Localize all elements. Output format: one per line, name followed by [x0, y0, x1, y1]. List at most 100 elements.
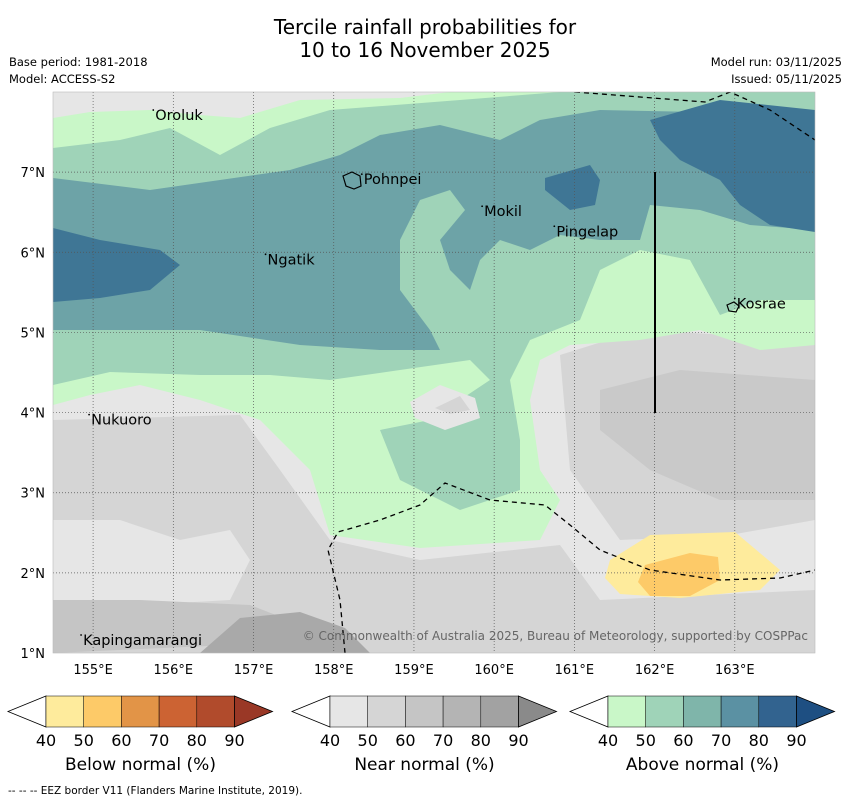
- colorbar-swatch: [367, 695, 406, 728]
- lat-tick-label: 5°N: [21, 326, 46, 341]
- colorbar-tick-label: 40: [320, 731, 340, 750]
- place-label: Kapingamarangi: [83, 633, 202, 649]
- above-normal-title: Above normal (%): [625, 755, 780, 775]
- colorbar-swatch: [480, 695, 519, 728]
- colorbar-tick-label: 80: [749, 731, 769, 750]
- below-normal-title: Below normal (%): [65, 755, 216, 775]
- colorbar-max-triangle: [234, 695, 274, 728]
- lon-tick-label: 163°E: [715, 663, 755, 678]
- place-label: Pingelap: [556, 224, 618, 240]
- place-marker: [264, 253, 267, 256]
- colorbar-tick-label: 60: [111, 731, 131, 750]
- model-text: Model: ACCESS-S2: [9, 72, 116, 86]
- colorbar-tick-label: 70: [149, 731, 169, 750]
- colorbar-tick-label: 40: [36, 731, 56, 750]
- colorbar-swatch: [683, 695, 722, 728]
- colorbar-min-triangle: [290, 695, 331, 728]
- colorbar-tick-label: 40: [598, 731, 618, 750]
- place-marker: [80, 634, 82, 636]
- lon-tick-label: 158°E: [314, 663, 354, 678]
- lon-tick-label: 161°E: [555, 663, 595, 678]
- place-label: Ngatik: [268, 252, 316, 268]
- lon-tick-label: 159°E: [394, 663, 434, 678]
- longitude-labels: 155°E 156°E 157°E 158°E 159°E 160°E 161°E 162°E…: [73, 663, 754, 678]
- colorbar-max-triangle: [518, 695, 558, 728]
- place-marker: [360, 173, 363, 176]
- colorbar-swatch: [405, 695, 444, 728]
- issued-text: Issued: 05/11/2025: [731, 72, 842, 86]
- colorbar-tick-label: 60: [395, 731, 415, 750]
- colorbar-tick-label: 90: [508, 731, 528, 750]
- lat-tick-label: 7°N: [21, 166, 46, 181]
- colorbar-swatch: [196, 695, 235, 728]
- above-normal-70-mid: [545, 165, 600, 210]
- colorbar-tick-label: 50: [74, 731, 94, 750]
- near-normal-title: Near normal (%): [354, 755, 495, 775]
- meta-right: Model run: 03/11/2025 Issued: 05/11/2025: [711, 54, 842, 88]
- place-label: Pohnpei: [364, 172, 422, 188]
- pohnpei-island-icon: [342, 171, 362, 190]
- probability-fields: [53, 92, 815, 653]
- eez-border: [327, 92, 815, 653]
- copyright-text: © Commonwealth of Australia 2025, Bureau…: [303, 629, 808, 643]
- colorbar-swatch: [83, 695, 122, 728]
- place-label: Mokil: [484, 204, 522, 220]
- map-title-line1: Tercile rainfall probabilities for: [273, 15, 577, 39]
- eez-footnote: -- -- -- EEZ border V11 (Flanders Marine…: [8, 785, 303, 797]
- lon-tick-label: 155°E: [73, 663, 113, 678]
- colorbar-tick-label: 80: [187, 731, 207, 750]
- below-normal-50-field: [638, 553, 720, 596]
- colorbar-swatch: [158, 695, 198, 728]
- model-run-text: Model run: 03/11/2025: [710, 55, 842, 69]
- above-normal-70-east: [650, 100, 815, 232]
- latitude-labels: 7°N 6°N 5°N 4°N 3°N 2°N 1°N: [21, 166, 46, 662]
- colorbar-swatch: [442, 695, 482, 728]
- lon-tick-label: 157°E: [234, 663, 274, 678]
- kosrae-island-icon: [726, 301, 740, 313]
- place-label: Kosrae: [737, 296, 786, 312]
- lat-tick-label: 1°N: [21, 647, 46, 662]
- near-normal-hole-inner: [435, 396, 470, 414]
- colorbar-max-triangle: [796, 695, 836, 728]
- lat-tick-label: 3°N: [21, 487, 46, 502]
- colorbar-min-triangle: [568, 695, 609, 728]
- colorbar-swatch: [329, 695, 368, 728]
- lat-tick-label: 4°N: [21, 407, 46, 422]
- lon-tick-label: 160°E: [474, 663, 514, 678]
- near-normal-40-patch: [53, 520, 250, 610]
- below-normal-colorbar: 40 50 60 70 80 90: [6, 695, 274, 750]
- meta-left: Base period: 1981-2018 Model: ACCESS-S2: [9, 54, 148, 88]
- base-period-text: Base period: 1981-2018: [9, 55, 148, 69]
- lat-tick-label: 2°N: [21, 567, 46, 582]
- near-normal-70-south: [200, 612, 370, 653]
- colorbar-tick-label: 90: [786, 731, 806, 750]
- colorbar-tick-label: 80: [471, 731, 491, 750]
- above-normal-colorbar: 40 50 60 70 80 90: [568, 695, 836, 750]
- place-marker: [481, 205, 484, 208]
- place-labels: Oroluk Pohnpei Mokil Pingelap Ngatik Kosrae Nu…: [80, 108, 786, 649]
- near-normal-colorbar: 40 50 60 70 80 90: [290, 695, 558, 750]
- colorbar-tick-label: 90: [224, 731, 244, 750]
- place-label: Nukuoro: [91, 413, 152, 429]
- colorbar-tick-label: 70: [433, 731, 453, 750]
- colorbar-min-triangle: [6, 695, 47, 728]
- above-normal-60-field: [53, 110, 815, 350]
- near-normal-60-east: [600, 370, 815, 500]
- map-title-line2: 10 to 16 November 2025: [299, 38, 551, 62]
- place-marker: [152, 109, 155, 111]
- plot-frame: [52, 91, 816, 654]
- place-label: Oroluk: [155, 108, 203, 124]
- colorbar-swatch: [645, 695, 684, 728]
- colorbar-swatch: [45, 695, 84, 728]
- lon-tick-label: 156°E: [154, 663, 194, 678]
- lat-tick-label: 6°N: [21, 246, 46, 261]
- colorbar-tick-label: 70: [711, 731, 731, 750]
- above-normal-70-west: [53, 228, 180, 302]
- colorbar-swatch: [720, 695, 760, 728]
- lon-tick-label: 162°E: [635, 663, 675, 678]
- colorbar-tick-label: 50: [358, 731, 378, 750]
- colorbar-swatch: [758, 695, 797, 728]
- place-marker: [733, 297, 736, 300]
- place-marker: [553, 225, 556, 228]
